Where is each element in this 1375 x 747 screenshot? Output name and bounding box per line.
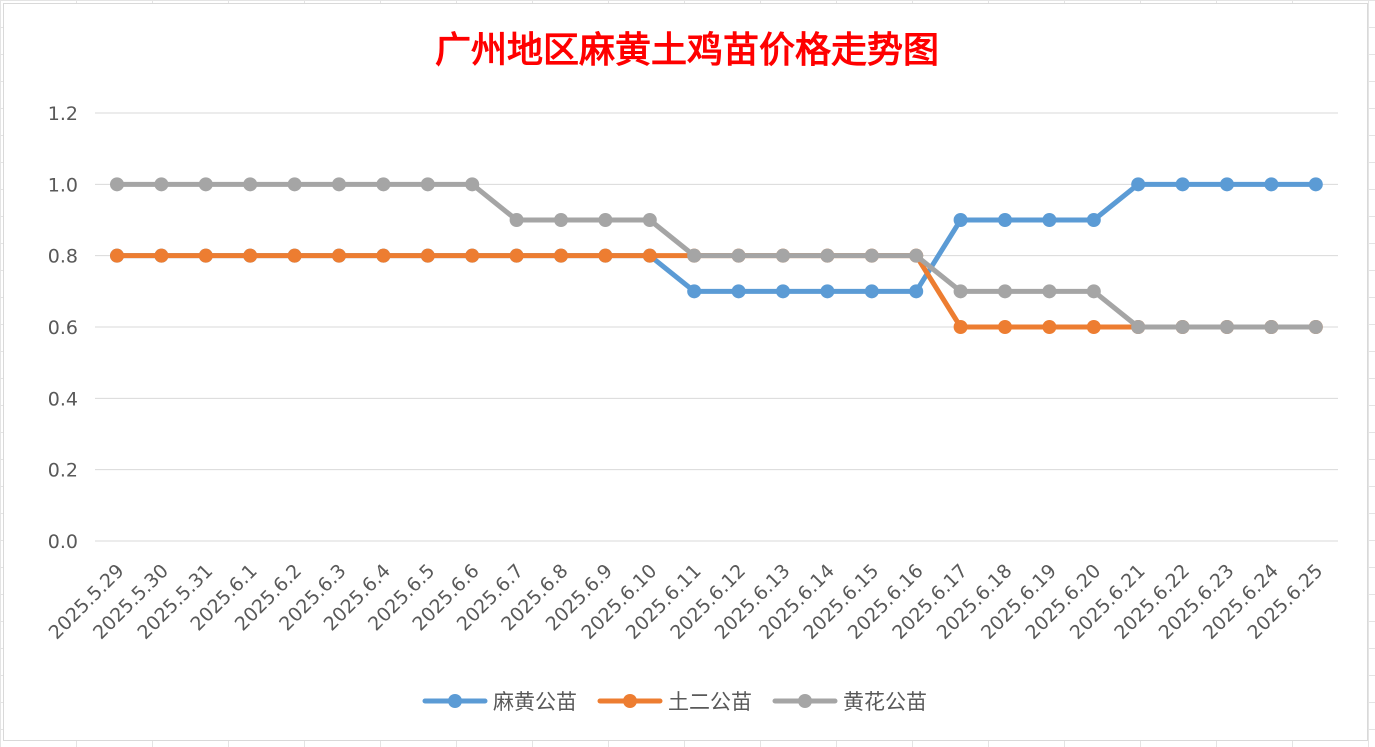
- data-point[interactable]: [687, 284, 702, 299]
- legend: 麻黄公苗 土二公苗 黄花公苗: [422, 690, 927, 714]
- data-point[interactable]: [776, 284, 790, 299]
- data-point[interactable]: [1308, 177, 1323, 192]
- y-axis-ticks: 0.0 0.2 0.4 0.6 0.8 1.0 1.2: [48, 103, 78, 553]
- data-point[interactable]: [598, 213, 613, 227]
- series-1: [110, 177, 1323, 299]
- data-point[interactable]: [731, 284, 746, 299]
- data-point[interactable]: [154, 248, 169, 263]
- legend-label: 麻黄公苗: [493, 690, 577, 714]
- legend-item[interactable]: 土二公苗: [597, 690, 752, 714]
- data-point[interactable]: [820, 284, 835, 299]
- data-point[interactable]: [420, 177, 435, 192]
- legend-marker: [798, 694, 812, 708]
- data-point[interactable]: [1220, 177, 1234, 192]
- series-line[interactable]: [114, 181, 1319, 330]
- chart-title: 广州地区麻黄土鸡苗价格走势图: [435, 29, 939, 71]
- data-point[interactable]: [1086, 320, 1101, 334]
- y-tick-label: 0.2: [48, 460, 78, 482]
- legend-marker: [448, 694, 462, 708]
- data-point[interactable]: [420, 248, 435, 263]
- data-point[interactable]: [287, 177, 302, 192]
- data-point[interactable]: [332, 177, 346, 192]
- data-point[interactable]: [820, 248, 835, 263]
- data-point[interactable]: [110, 177, 124, 192]
- y-tick-label: 0.4: [48, 388, 78, 410]
- data-point[interactable]: [998, 213, 1012, 227]
- data-point[interactable]: [1264, 177, 1279, 192]
- data-point[interactable]: [1175, 177, 1190, 192]
- data-point[interactable]: [1086, 284, 1101, 299]
- data-point[interactable]: [642, 213, 657, 227]
- data-point[interactable]: [1220, 320, 1234, 334]
- data-point[interactable]: [465, 177, 480, 192]
- data-point[interactable]: [154, 177, 169, 192]
- data-point[interactable]: [243, 248, 258, 263]
- data-point[interactable]: [953, 284, 968, 299]
- series-line[interactable]: [114, 181, 1319, 294]
- data-point[interactable]: [642, 248, 657, 263]
- data-point[interactable]: [243, 177, 258, 192]
- legend-marker: [623, 694, 637, 708]
- data-point[interactable]: [1131, 177, 1146, 192]
- data-point[interactable]: [1175, 320, 1190, 334]
- series-group: [110, 177, 1323, 334]
- data-point[interactable]: [509, 213, 524, 227]
- data-point[interactable]: [287, 248, 302, 263]
- legend-item[interactable]: 黄花公苗: [772, 690, 927, 714]
- y-tick-label: 0.8: [48, 246, 78, 268]
- data-point[interactable]: [332, 248, 346, 263]
- data-point[interactable]: [554, 213, 568, 227]
- y-tick-label: 0.6: [48, 317, 78, 339]
- legend-label: 黄花公苗: [843, 690, 927, 714]
- y-tick-label: 1.2: [48, 103, 78, 125]
- data-point[interactable]: [110, 248, 124, 263]
- data-point[interactable]: [1264, 320, 1279, 334]
- x-axis-ticks: 2025.5.292025.5.302025.5.312025.6.12025.…: [45, 560, 1328, 644]
- chart-area[interactable]: [3, 3, 1368, 741]
- data-point[interactable]: [953, 213, 968, 227]
- data-point[interactable]: [198, 177, 213, 192]
- data-point[interactable]: [1042, 213, 1057, 227]
- y-tick-label: 1.0: [48, 174, 78, 196]
- data-point[interactable]: [998, 284, 1012, 299]
- data-point[interactable]: [864, 284, 879, 299]
- data-point[interactable]: [554, 248, 568, 263]
- legend-item[interactable]: 麻黄公苗: [422, 690, 577, 714]
- data-point[interactable]: [864, 248, 879, 263]
- data-point[interactable]: [465, 248, 480, 263]
- data-point[interactable]: [376, 248, 391, 263]
- data-point[interactable]: [1131, 320, 1146, 334]
- data-point[interactable]: [687, 248, 702, 263]
- data-point[interactable]: [1042, 284, 1057, 299]
- data-point[interactable]: [1086, 213, 1101, 227]
- data-point[interactable]: [509, 248, 524, 263]
- data-point[interactable]: [953, 320, 968, 334]
- series-3: [110, 177, 1323, 334]
- legend-label: 土二公苗: [668, 690, 752, 714]
- data-point[interactable]: [909, 248, 924, 263]
- data-point[interactable]: [1308, 320, 1323, 334]
- data-point[interactable]: [598, 248, 613, 263]
- data-point[interactable]: [776, 248, 790, 263]
- data-point[interactable]: [731, 248, 746, 263]
- data-point[interactable]: [909, 284, 924, 299]
- data-point[interactable]: [998, 320, 1012, 334]
- y-tick-label: 0.0: [48, 531, 78, 553]
- data-point[interactable]: [376, 177, 391, 192]
- data-point[interactable]: [1042, 320, 1057, 334]
- data-point[interactable]: [198, 248, 213, 263]
